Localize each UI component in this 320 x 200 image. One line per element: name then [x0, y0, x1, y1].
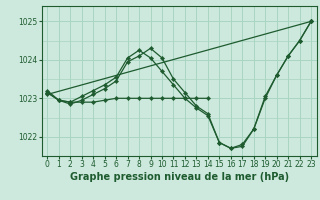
X-axis label: Graphe pression niveau de la mer (hPa): Graphe pression niveau de la mer (hPa): [70, 172, 289, 182]
